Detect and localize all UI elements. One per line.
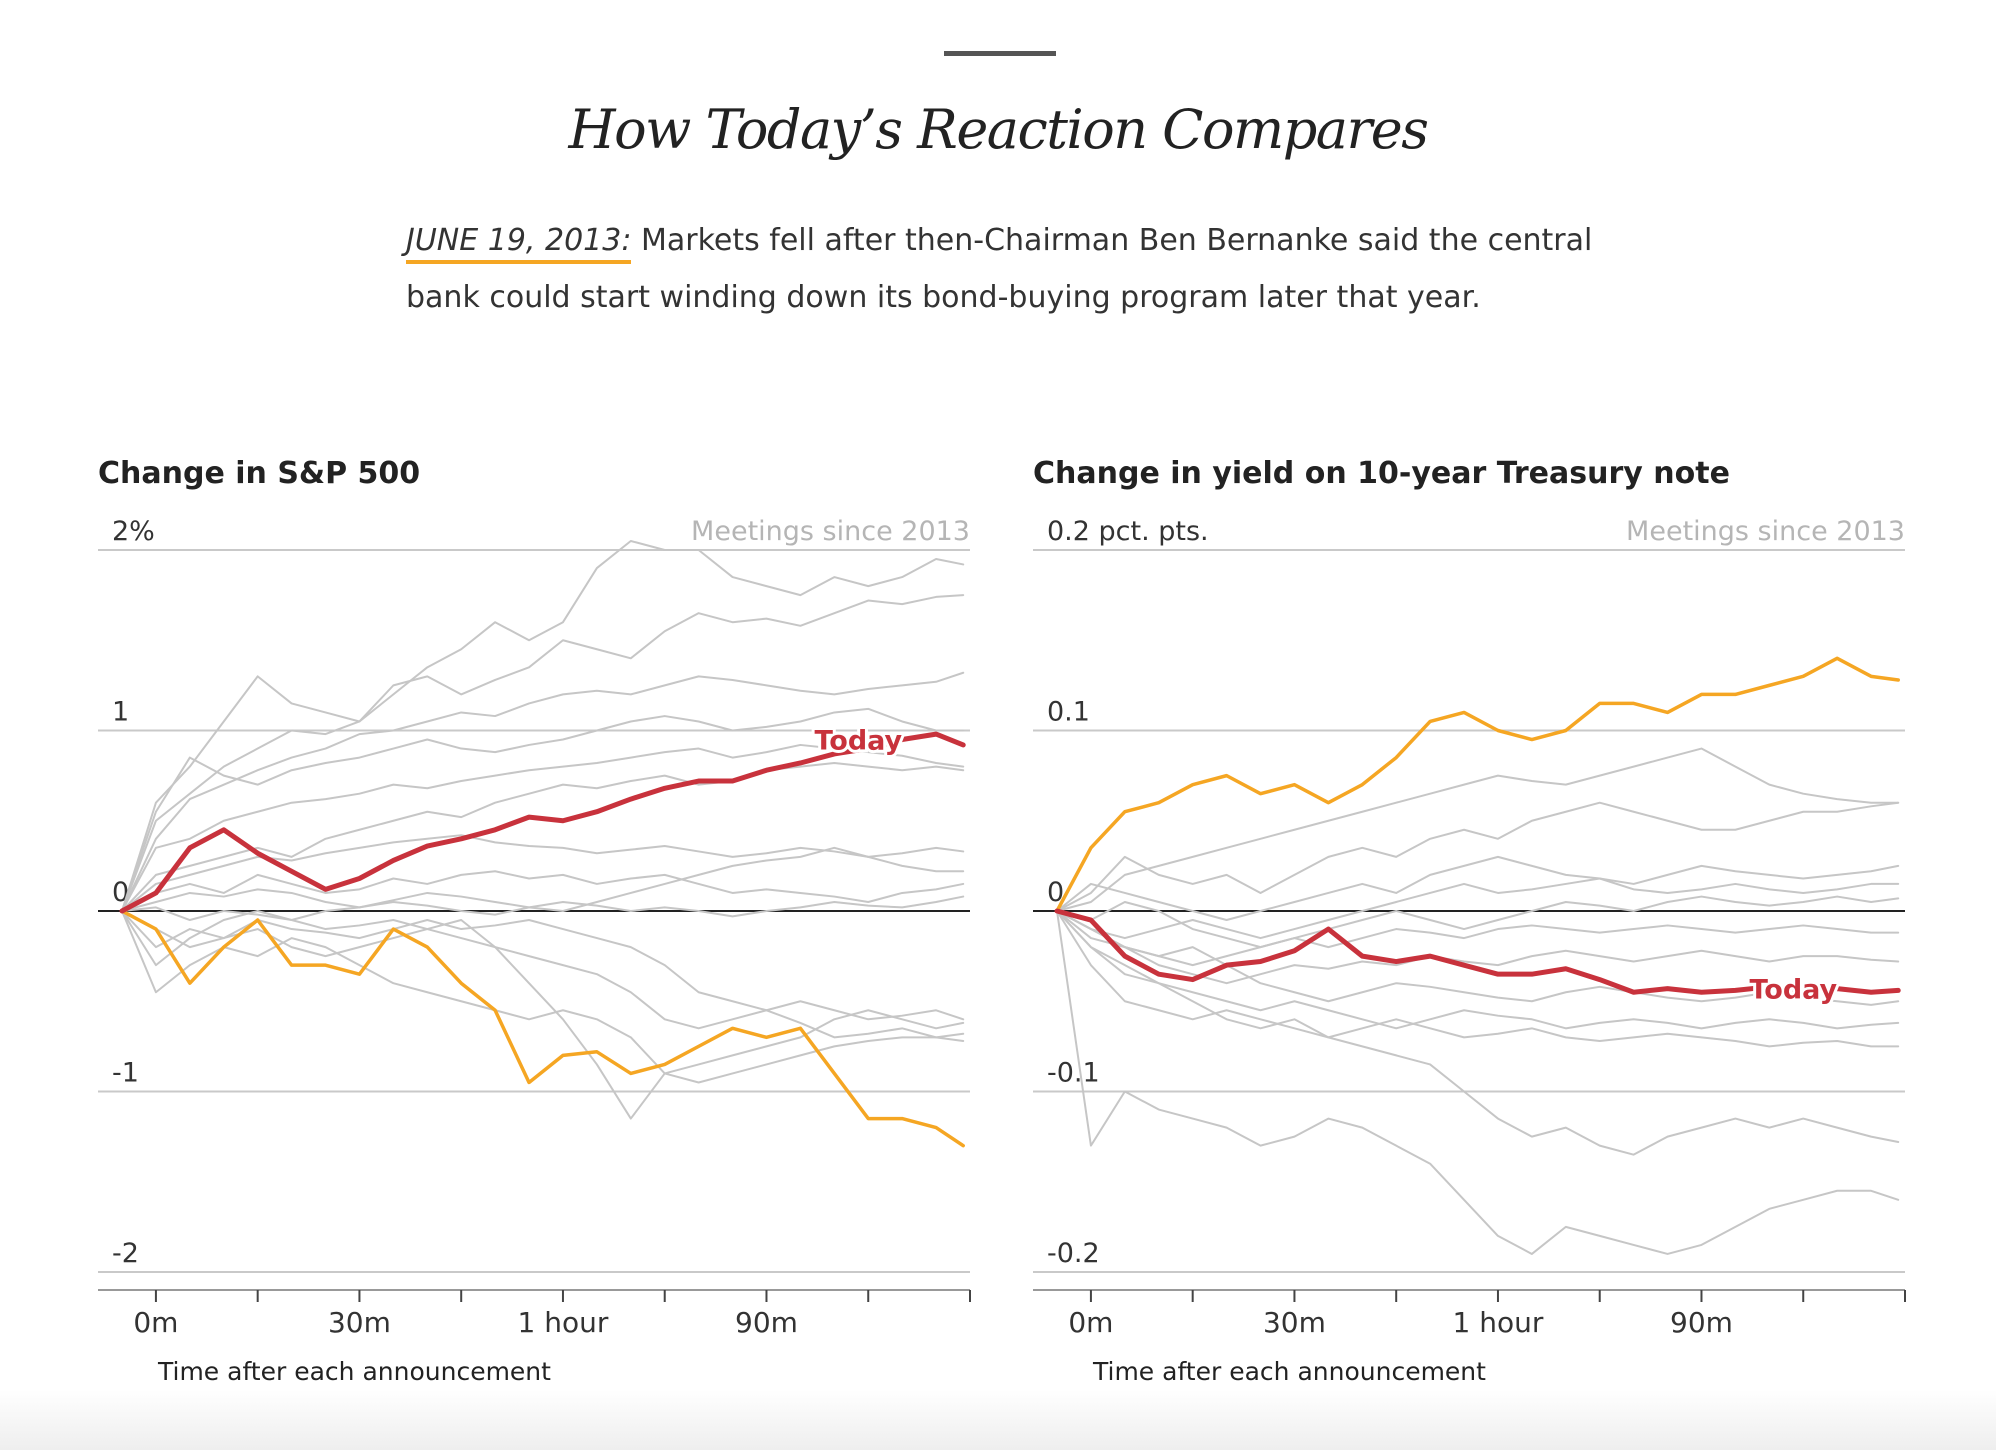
y-tick-label: -0.2 <box>1047 1238 1100 1269</box>
past-series-line <box>1056 895 1900 949</box>
past-series-line <box>121 895 965 922</box>
past-series-line <box>1056 910 1900 1048</box>
y-tick-label: -1 <box>112 1058 139 1089</box>
y-tick-label: 0.1 <box>1047 697 1090 728</box>
x-tick-label: 30m <box>328 1306 391 1339</box>
past-series-line <box>121 671 965 912</box>
x-tick-label: 90m <box>1670 1306 1733 1339</box>
page-title: How Today’s Reaction Compares <box>568 98 1429 161</box>
past-series-line <box>121 743 965 912</box>
legend-note: Meetings since 2013 <box>1626 516 1905 547</box>
past-series-line <box>121 870 965 912</box>
x-tick-label: 0m <box>133 1306 178 1339</box>
past-series-line <box>121 846 965 912</box>
past-series-line <box>121 539 965 912</box>
x-tick-label: 0m <box>1068 1306 1113 1339</box>
y-tick-label: -2 <box>112 1238 139 1269</box>
x-tick-label: 1 hour <box>1453 1306 1544 1339</box>
date-label: JUNE 19, 2013: <box>406 223 632 264</box>
today-series-line <box>119 731 966 914</box>
sp500-chart-title: Change in S&P 500 <box>98 456 421 491</box>
past-series-line <box>1056 910 1900 1030</box>
x-axis-label: Time after each announcement <box>157 1357 551 1386</box>
highlight-series-line <box>120 909 965 1148</box>
today-series-line <box>1054 908 1901 995</box>
today-series-label: Today <box>1749 975 1837 1006</box>
highlight-series-line <box>1055 656 1900 913</box>
today-series-label: Today <box>814 726 902 757</box>
y-tick-label: 0 <box>1047 877 1064 908</box>
y-tick-label: -0.1 <box>1047 1058 1100 1089</box>
past-series-line <box>1056 747 1900 912</box>
past-series-line <box>121 910 965 1039</box>
x-axis-label: Time after each announcement <box>1092 1357 1486 1386</box>
bottom-fade <box>0 1390 1996 1450</box>
past-series-line <box>1056 910 1900 967</box>
past-series-line <box>121 910 965 1021</box>
x-tick-label: 1 hour <box>518 1306 609 1339</box>
past-series-line <box>1056 910 1900 1156</box>
past-series-line <box>1056 910 1900 1006</box>
legend-note: Meetings since 2013 <box>691 516 970 547</box>
intro-text: Markets fell after then-Chairman Ben Ber… <box>406 223 1593 315</box>
past-series-line <box>1056 855 1900 922</box>
y-tick-label: 2% <box>112 516 155 547</box>
x-tick-label: 90m <box>735 1306 798 1339</box>
past-series-line <box>121 761 965 912</box>
x-tick-label: 30m <box>1263 1306 1326 1339</box>
past-series-line <box>121 910 965 1120</box>
treasury-chart-title: Change in yield on 10-year Treasury note <box>1033 456 1730 491</box>
past-series-line <box>121 910 965 1075</box>
past-series-line <box>1056 877 1900 940</box>
y-tick-label: 0.2 pct. pts. <box>1047 516 1209 547</box>
y-tick-label: 1 <box>112 697 129 728</box>
past-series-line <box>121 594 965 912</box>
top-rule <box>944 51 1056 56</box>
past-series-line <box>121 707 965 912</box>
intro-paragraph: JUNE 19, 2013: Markets fell after then-C… <box>406 212 1606 326</box>
past-series-line <box>1056 801 1900 912</box>
treasury-chart: 0.2 pct. pts. 0.1 0 -0.1 -0.2 Meetings since … <box>1033 516 1906 1386</box>
past-series-line <box>1056 910 1900 1255</box>
